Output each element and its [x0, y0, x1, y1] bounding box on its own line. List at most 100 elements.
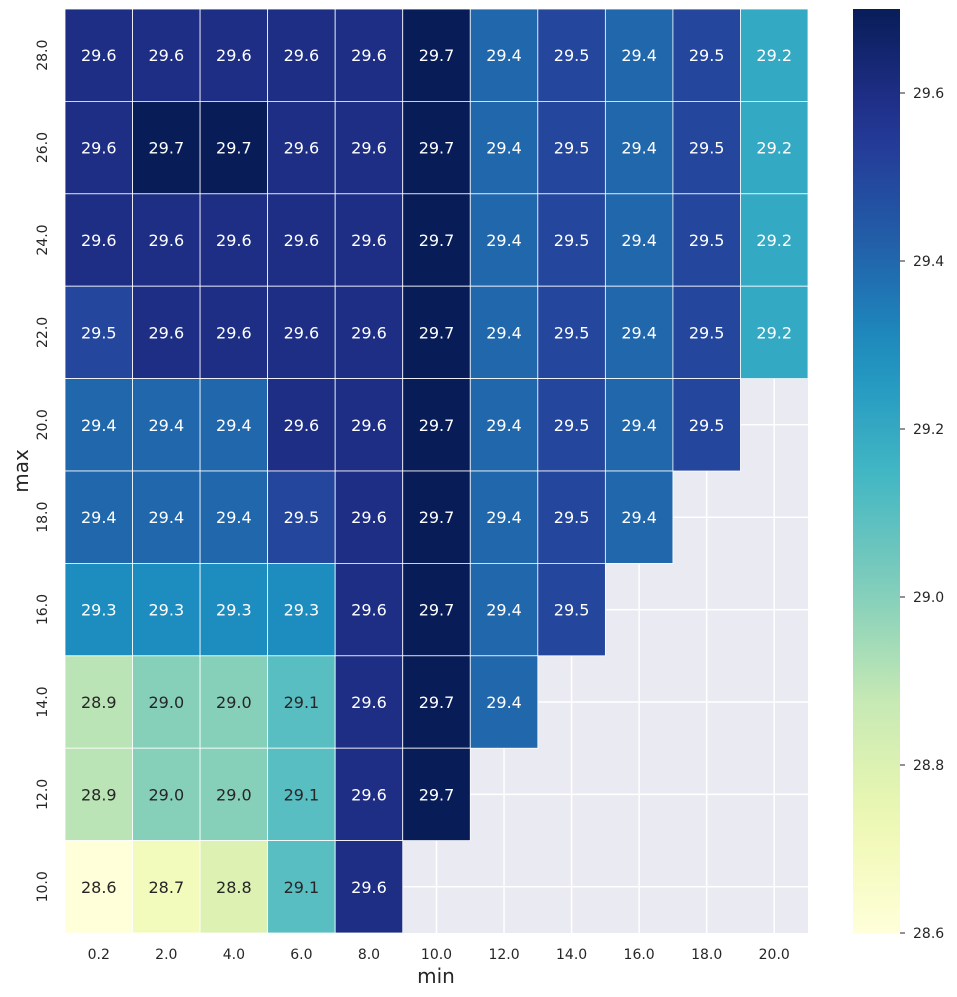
cell-value-label: 29.4	[486, 693, 522, 712]
heatmap-cell	[672, 285, 741, 380]
x-tick-label: 14.0	[556, 947, 587, 963]
cell-value-label: 29.6	[149, 231, 185, 250]
heatmap-cell	[199, 470, 269, 564]
heatmap-cell	[132, 8, 201, 102]
heatmap-cell	[334, 470, 404, 564]
x-tick-label: 2.0	[155, 947, 177, 963]
heatmap-cell	[64, 655, 133, 749]
heatmap-cell	[402, 285, 471, 380]
heatmap-cell	[267, 563, 336, 657]
cell-value-label: 29.2	[756, 231, 792, 250]
cell-value-label: 29.4	[149, 416, 185, 435]
cell-value-label: 29.3	[216, 601, 252, 620]
heatmap-cell	[64, 470, 133, 564]
heatmap-cell	[672, 101, 741, 195]
cell-value-label: 29.6	[351, 323, 387, 342]
cell-value-label: 29.5	[554, 416, 590, 435]
cell-value-label: 29.6	[284, 46, 320, 65]
cell-value-label: 29.5	[554, 508, 590, 527]
heatmap-cell	[64, 378, 133, 472]
cell-value-label: 29.1	[284, 693, 320, 712]
heatmap-cell	[402, 193, 471, 287]
cell-value-label: 29.3	[81, 601, 117, 620]
heatmap-cell	[267, 8, 336, 102]
cell-value-label: 29.7	[419, 601, 455, 620]
colorbar-tick-label: 29.4	[913, 254, 944, 270]
cell-value-label: 28.9	[81, 693, 117, 712]
x-tick-label: 6.0	[290, 947, 312, 963]
heatmap-cell	[537, 285, 606, 380]
cell-value-label: 29.5	[689, 323, 725, 342]
x-tick-label: 4.0	[223, 947, 245, 963]
heatmap-cell	[199, 655, 269, 749]
cell-value-label: 29.6	[81, 46, 117, 65]
cell-value-label: 29.6	[284, 323, 320, 342]
heatmap-cell	[132, 655, 201, 749]
cell-value-label: 29.7	[419, 416, 455, 435]
cell-value-label: 29.6	[81, 139, 117, 158]
y-tick-label: 24.0	[35, 224, 51, 255]
heatmap-cell	[537, 193, 606, 287]
cell-value-label: 29.0	[149, 693, 185, 712]
heatmap-cell	[604, 8, 674, 102]
colorbar-tick-label: 29.0	[913, 590, 944, 606]
cell-value-label: 29.2	[756, 139, 792, 158]
heatmap-cell	[469, 285, 539, 380]
heatmap-cell	[740, 193, 809, 287]
cell-value-label: 29.0	[216, 785, 252, 804]
x-tick-label: 10.0	[421, 947, 452, 963]
y-tick-label: 18.0	[35, 502, 51, 533]
heatmap-cell	[402, 747, 471, 842]
cell-value-label: 29.4	[486, 139, 522, 158]
cell-value-label: 29.4	[486, 508, 522, 527]
cell-value-label: 29.4	[621, 416, 657, 435]
heatmap-cell	[64, 840, 133, 934]
heatmap-cell	[267, 101, 336, 195]
heatmap-cell	[64, 563, 133, 657]
cell-value-label: 28.9	[81, 785, 117, 804]
cell-value-label: 29.5	[554, 323, 590, 342]
cell-value-label: 29.6	[216, 323, 252, 342]
y-tick-label: 20.0	[35, 409, 51, 440]
cell-value-label: 28.8	[216, 878, 252, 897]
cell-value-label: 29.6	[216, 231, 252, 250]
cell-value-label: 29.4	[621, 508, 657, 527]
heatmap-cell	[199, 747, 269, 842]
heatmap-cell	[132, 470, 201, 564]
heatmap-cell	[537, 563, 606, 657]
heatmap-cell	[132, 101, 201, 195]
cell-value-label: 29.4	[486, 323, 522, 342]
colorbar-tick-label: 28.8	[913, 758, 944, 774]
cell-value-label: 29.5	[689, 416, 725, 435]
cell-value-label: 29.6	[149, 46, 185, 65]
cell-value-label: 29.3	[149, 601, 185, 620]
heatmap-cell	[604, 378, 674, 472]
x-tick-label: 12.0	[488, 947, 519, 963]
heatmap-cell	[64, 285, 133, 380]
cell-value-label: 29.6	[351, 46, 387, 65]
y-tick-label: 12.0	[35, 779, 51, 810]
cell-value-label: 29.6	[351, 508, 387, 527]
cell-value-label: 29.7	[419, 693, 455, 712]
heatmap-cell	[740, 8, 809, 102]
x-tick-label: 0.2	[88, 947, 110, 963]
cell-value-label: 29.5	[554, 139, 590, 158]
cell-value-label: 29.5	[689, 139, 725, 158]
cell-value-label: 29.6	[351, 139, 387, 158]
x-tick-label: 16.0	[624, 947, 655, 963]
heatmap-cell	[402, 655, 471, 749]
heatmap-cell	[267, 285, 336, 380]
cell-value-label: 29.4	[81, 508, 117, 527]
cell-value-label: 29.5	[689, 231, 725, 250]
heatmap-cell	[604, 470, 674, 564]
x-tick-label: 18.0	[691, 947, 722, 963]
heatmap-cell	[267, 470, 336, 564]
cell-value-label: 29.6	[351, 693, 387, 712]
cell-value-label: 29.0	[216, 693, 252, 712]
heatmap-cell	[469, 378, 539, 472]
cell-value-label: 29.6	[149, 323, 185, 342]
cell-value-label: 29.4	[621, 323, 657, 342]
heatmap-cell	[334, 285, 404, 380]
cell-value-label: 29.5	[81, 323, 117, 342]
